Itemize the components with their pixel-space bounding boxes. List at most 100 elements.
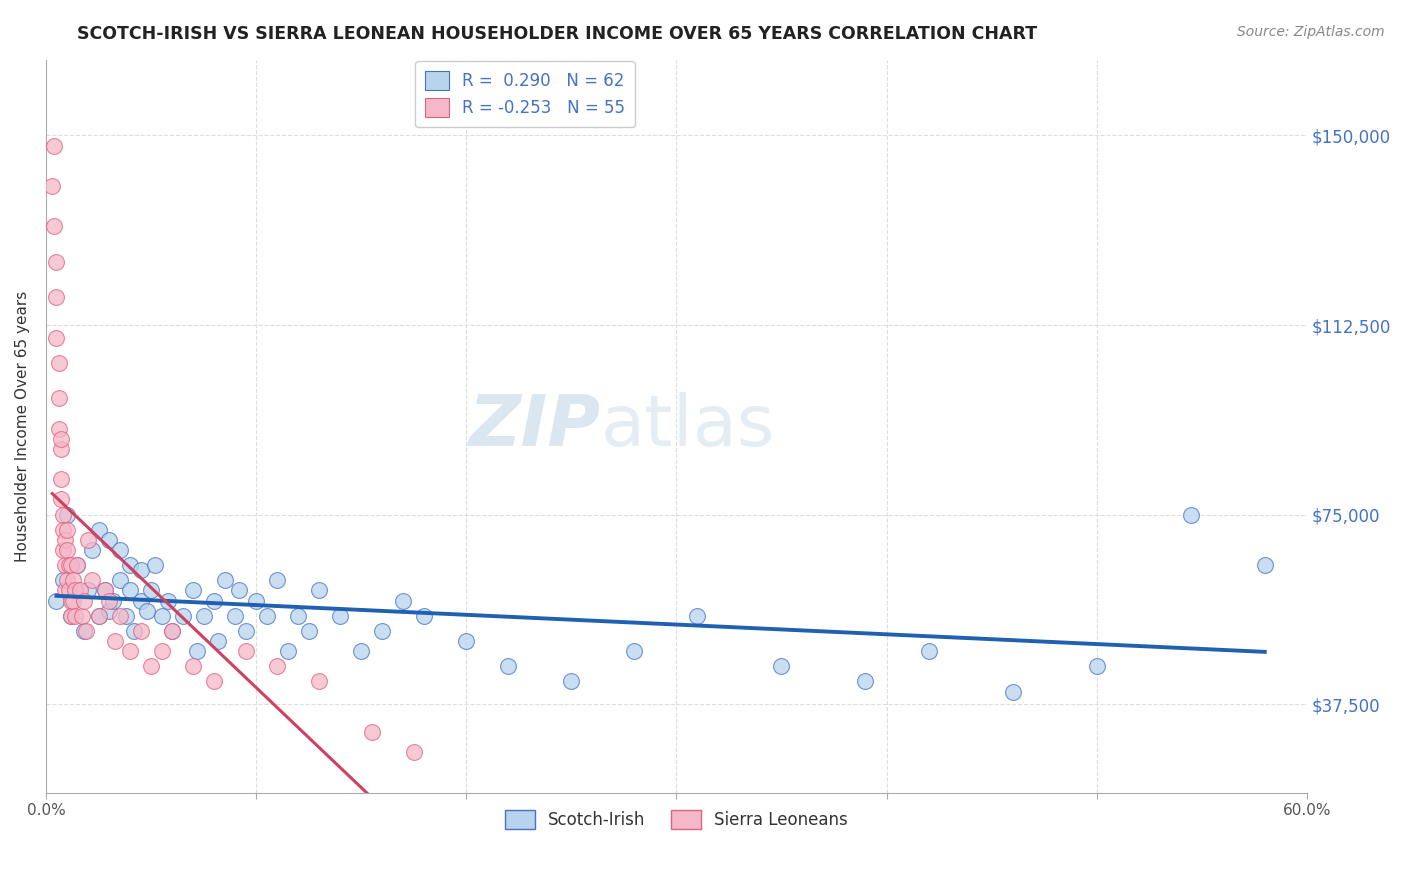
Point bbox=[87, 523, 110, 537]
Point bbox=[202, 674, 225, 689]
Point bbox=[66, 558, 89, 573]
Point bbox=[45, 331, 67, 345]
Point bbox=[52, 574, 75, 588]
Point bbox=[686, 608, 709, 623]
Point bbox=[129, 593, 152, 607]
Point bbox=[49, 432, 72, 446]
Point bbox=[496, 659, 519, 673]
Point bbox=[52, 508, 75, 522]
Point bbox=[235, 624, 257, 638]
Point bbox=[103, 593, 125, 607]
Point bbox=[360, 725, 382, 739]
Point bbox=[45, 290, 67, 304]
Point bbox=[193, 608, 215, 623]
Point bbox=[77, 533, 100, 547]
Point bbox=[160, 624, 183, 638]
Point bbox=[108, 574, 131, 588]
Point bbox=[350, 644, 373, 658]
Point bbox=[186, 644, 208, 658]
Point bbox=[266, 659, 288, 673]
Point bbox=[56, 508, 79, 522]
Text: SCOTCH-IRISH VS SIERRA LEONEAN HOUSEHOLDER INCOME OVER 65 YEARS CORRELATION CHAR: SCOTCH-IRISH VS SIERRA LEONEAN HOUSEHOLD… bbox=[77, 25, 1038, 43]
Point bbox=[456, 634, 478, 648]
Point bbox=[98, 593, 121, 607]
Point bbox=[181, 659, 204, 673]
Point bbox=[143, 558, 166, 573]
Point bbox=[58, 558, 80, 573]
Point bbox=[1085, 659, 1108, 673]
Point bbox=[108, 543, 131, 558]
Point bbox=[52, 523, 75, 537]
Point bbox=[855, 674, 877, 689]
Point bbox=[48, 356, 70, 370]
Point bbox=[1180, 508, 1202, 522]
Point bbox=[214, 574, 236, 588]
Text: ZIP: ZIP bbox=[468, 392, 600, 460]
Point bbox=[104, 634, 127, 648]
Point bbox=[277, 644, 299, 658]
Point bbox=[48, 422, 70, 436]
Text: Source: ZipAtlas.com: Source: ZipAtlas.com bbox=[1237, 25, 1385, 39]
Point bbox=[150, 644, 173, 658]
Point bbox=[392, 593, 415, 607]
Point bbox=[118, 583, 141, 598]
Point bbox=[70, 608, 93, 623]
Point bbox=[118, 644, 141, 658]
Point bbox=[150, 608, 173, 623]
Point bbox=[623, 644, 645, 658]
Point bbox=[256, 608, 278, 623]
Point bbox=[73, 593, 96, 607]
Point bbox=[413, 608, 436, 623]
Point bbox=[77, 583, 100, 598]
Point bbox=[917, 644, 939, 658]
Point bbox=[58, 583, 80, 598]
Point bbox=[66, 558, 89, 573]
Point bbox=[60, 608, 83, 623]
Point bbox=[45, 593, 67, 607]
Point bbox=[60, 558, 83, 573]
Point bbox=[82, 574, 104, 588]
Point bbox=[53, 558, 76, 573]
Point bbox=[287, 608, 309, 623]
Point bbox=[207, 634, 229, 648]
Point bbox=[402, 745, 425, 759]
Point bbox=[160, 624, 183, 638]
Point bbox=[108, 608, 131, 623]
Point bbox=[129, 563, 152, 577]
Point bbox=[69, 583, 91, 598]
Point bbox=[235, 644, 257, 658]
Point bbox=[156, 593, 179, 607]
Point bbox=[65, 608, 87, 623]
Point bbox=[49, 492, 72, 507]
Point bbox=[87, 608, 110, 623]
Point bbox=[228, 583, 250, 598]
Point bbox=[308, 674, 330, 689]
Point bbox=[65, 583, 87, 598]
Point bbox=[45, 255, 67, 269]
Point bbox=[49, 472, 72, 486]
Point bbox=[135, 604, 157, 618]
Point bbox=[49, 442, 72, 456]
Point bbox=[139, 659, 162, 673]
Point bbox=[60, 608, 83, 623]
Point bbox=[122, 624, 145, 638]
Point bbox=[224, 608, 246, 623]
Point bbox=[98, 604, 121, 618]
Point bbox=[56, 523, 79, 537]
Point bbox=[87, 608, 110, 623]
Point bbox=[53, 533, 76, 547]
Point bbox=[129, 624, 152, 638]
Point bbox=[41, 179, 63, 194]
Point bbox=[114, 608, 136, 623]
Point bbox=[53, 583, 76, 598]
Point bbox=[73, 624, 96, 638]
Point bbox=[266, 574, 288, 588]
Point bbox=[298, 624, 321, 638]
Point bbox=[94, 583, 117, 598]
Point bbox=[371, 624, 394, 638]
Point bbox=[82, 543, 104, 558]
Point bbox=[181, 583, 204, 598]
Point bbox=[60, 593, 83, 607]
Point bbox=[118, 558, 141, 573]
Point bbox=[202, 593, 225, 607]
